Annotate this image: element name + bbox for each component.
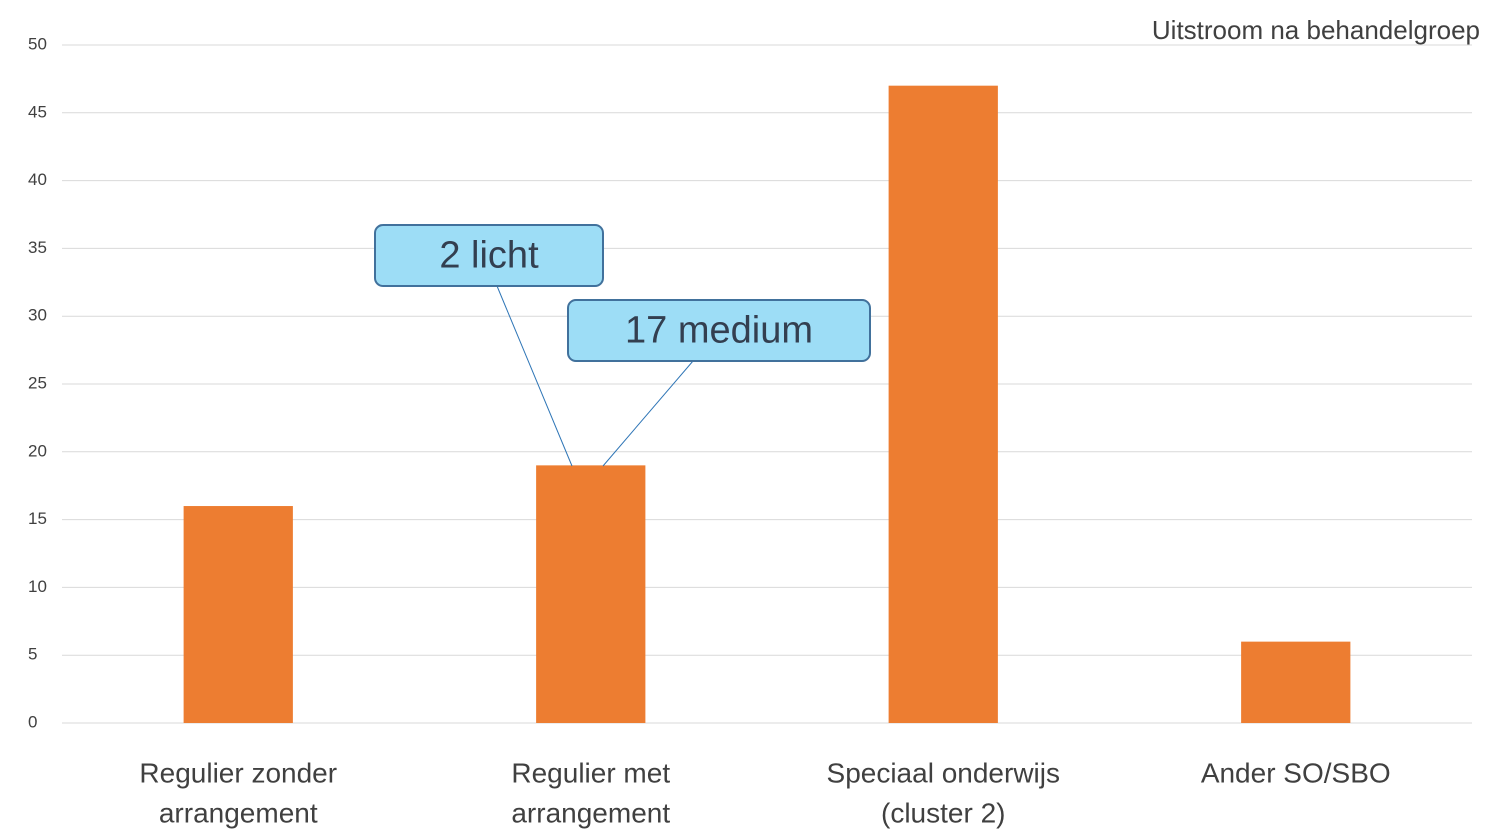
bar (888, 85, 998, 724)
x-tick-label: Speciaal onderwijs (827, 757, 1060, 788)
callout-box (374, 224, 604, 287)
callout-leader (602, 360, 694, 467)
x-tick-label: arrangement (511, 797, 670, 828)
y-tick-label: 50 (28, 34, 47, 53)
y-tick-label: 10 (28, 577, 47, 596)
y-tick-label: 20 (28, 441, 47, 460)
x-tick-label: Regulier zonder (139, 757, 337, 788)
callout-box (567, 299, 871, 362)
callout-text: 2 licht (439, 235, 539, 277)
y-tick-label: 15 (28, 509, 47, 528)
y-tick-label: 30 (28, 306, 47, 325)
y-tick-label: 35 (28, 238, 47, 257)
bar (183, 506, 293, 723)
callout-leader (496, 285, 573, 467)
y-tick-label: 5 (28, 645, 37, 664)
x-tick-label: arrangement (159, 797, 318, 828)
bar (1241, 641, 1351, 723)
y-tick-label: 0 (28, 712, 37, 731)
x-tick-label: Ander SO/SBO (1201, 757, 1391, 788)
y-tick-label: 45 (28, 102, 47, 121)
x-tick-label: Regulier met (511, 757, 670, 788)
x-tick-label: (cluster 2) (881, 797, 1005, 828)
chart-title: Uitstroom na behandelgroep (1152, 15, 1480, 45)
bar (536, 465, 646, 723)
callout-text: 17 medium (625, 310, 813, 352)
y-tick-label: 40 (28, 170, 47, 189)
y-tick-label: 25 (28, 373, 47, 392)
